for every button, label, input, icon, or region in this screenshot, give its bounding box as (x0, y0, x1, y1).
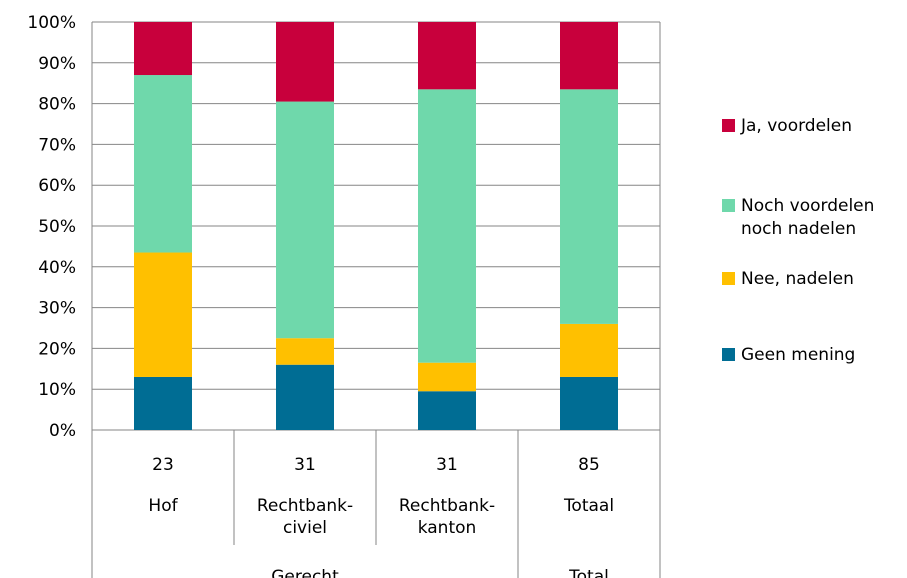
y-tick-label: 80% (38, 95, 76, 115)
bar-segment (134, 22, 192, 75)
legend-label: Nee, nadelen (741, 269, 854, 289)
category-name-label: civiel (283, 518, 327, 538)
legend-swatch (722, 199, 735, 212)
y-tick-label: 20% (38, 339, 76, 359)
legend-swatch (722, 272, 735, 285)
y-tick-label: 30% (38, 299, 76, 319)
bar-segment (418, 363, 476, 392)
category-count-label: 23 (152, 455, 174, 475)
legend-label: Ja, voordelen (740, 116, 852, 136)
y-tick-label: 100% (27, 13, 76, 33)
bar-segment (276, 22, 334, 102)
category-name-label: Rechtbank- (257, 496, 353, 516)
category-count-label: 85 (578, 455, 600, 475)
y-tick-label: 40% (38, 258, 76, 278)
bar-segment (276, 102, 334, 339)
bar-segment (276, 365, 334, 430)
legend-swatch (722, 348, 735, 361)
group-label: Total (568, 567, 609, 578)
bar-segment (560, 22, 618, 89)
bar-segment (276, 338, 334, 365)
legend-label: Noch voordelen (741, 196, 874, 216)
bar-segment (418, 89, 476, 362)
y-tick-label: 10% (38, 380, 76, 400)
bar-segment (134, 75, 192, 252)
y-tick-label: 50% (38, 217, 76, 237)
category-name-label: Hof (148, 496, 178, 516)
category-name-label: kanton (418, 518, 477, 538)
bar-segment (560, 377, 618, 430)
y-tick-label: 70% (38, 135, 76, 155)
bar-segment (134, 253, 192, 377)
category-name-label: Rechtbank- (399, 496, 495, 516)
legend-swatch (722, 119, 735, 132)
bar-segment (418, 391, 476, 430)
y-tick-label: 90% (38, 54, 76, 74)
group-label: Gerecht (271, 567, 339, 578)
y-tick-label: 60% (38, 176, 76, 196)
category-name-label: Totaal (563, 496, 614, 516)
bar-segment (560, 89, 618, 324)
bar-segment (134, 377, 192, 430)
category-count-label: 31 (294, 455, 316, 475)
legend-label: noch nadelen (741, 219, 856, 239)
bar-segment (560, 324, 618, 377)
category-count-label: 31 (436, 455, 458, 475)
y-tick-label: 0% (49, 421, 76, 441)
bar-segment (418, 22, 476, 89)
legend-label: Geen mening (741, 345, 855, 365)
